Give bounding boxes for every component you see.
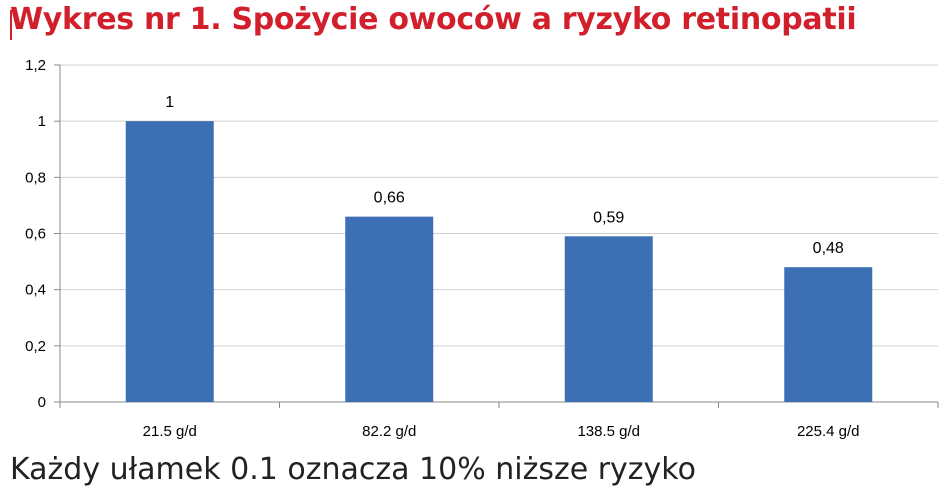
x-tick-label: 225.4 g/d <box>797 423 860 440</box>
bar <box>564 236 653 402</box>
y-tick-label: 1,2 <box>25 57 46 74</box>
x-tick-label: 82.2 g/d <box>362 423 416 440</box>
bar <box>345 216 434 402</box>
data-label: 0,66 <box>374 190 405 207</box>
y-tick-label: 0,8 <box>25 169 46 186</box>
data-label: 1 <box>165 94 174 111</box>
footer-note: Każdy ułamek 0.1 oznacza 10% niższe ryzy… <box>10 452 696 487</box>
y-tick-label: 0 <box>38 394 46 411</box>
y-tick-label: 0,4 <box>25 282 46 299</box>
title-accent-bar <box>10 10 12 40</box>
bar <box>784 267 873 402</box>
x-tick-label: 21.5 g/d <box>143 423 197 440</box>
y-tick-label: 1 <box>38 113 46 130</box>
chart-title: Wykres nr 1. Spożycie owoców a ryzyko re… <box>10 2 857 37</box>
bar-chart: 0 0,2 0,4 0,6 0,8 1 1,2 1 21.5 g/d 0,66 82.2 g/d 0,… <box>25 57 939 440</box>
y-tick-label: 0,2 <box>25 338 46 355</box>
y-tick-label: 0,6 <box>25 226 46 243</box>
data-label: 0,59 <box>593 209 624 226</box>
data-label: 0,48 <box>813 240 844 257</box>
bar <box>125 121 214 403</box>
x-tick-label: 138.5 g/d <box>577 423 640 440</box>
